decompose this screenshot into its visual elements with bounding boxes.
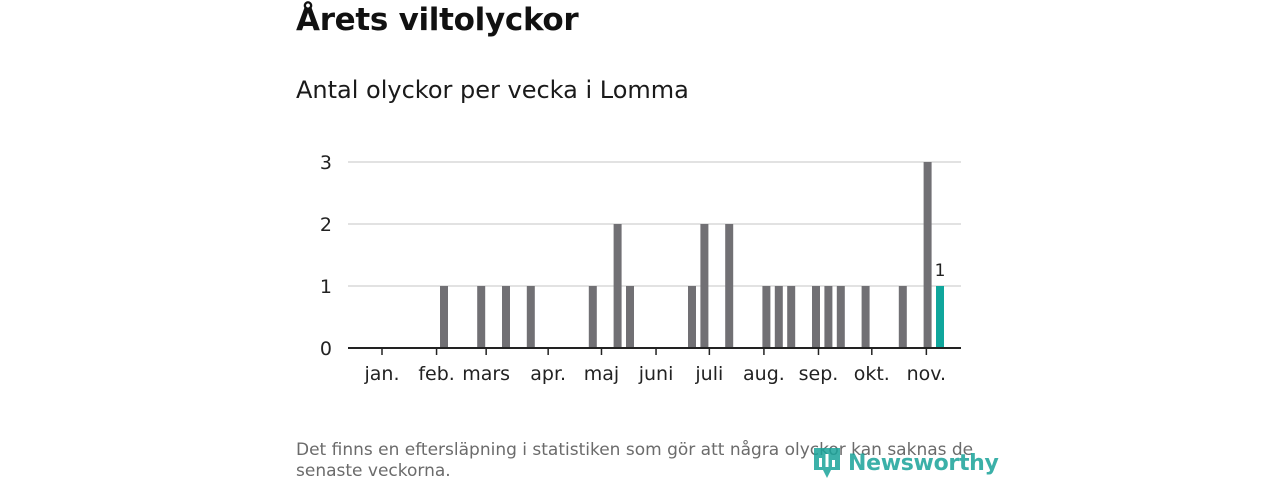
- bar-chart: 0 1 2 3 jan. feb. mars apr. maj juni juli aug. sep.…: [320, 152, 961, 385]
- chart-subtitle: Antal olyckor per vecka i Lomma: [296, 76, 689, 104]
- bar-highlight: [936, 286, 944, 348]
- x-tick-label: okt.: [854, 363, 890, 385]
- x-tick-label: sep.: [799, 363, 839, 385]
- bar: [725, 224, 734, 348]
- bars: [440, 162, 944, 348]
- gridlines: [348, 161, 961, 287]
- bar: [688, 286, 696, 348]
- footnote: Det finns en eftersläpning i statistiken…: [296, 440, 974, 481]
- bar: [861, 286, 870, 348]
- x-tick-label: aug.: [743, 363, 785, 385]
- data-label: 1: [935, 261, 946, 281]
- bar: [526, 286, 535, 348]
- bar: [836, 286, 845, 348]
- x-tick-label: apr.: [530, 363, 566, 385]
- x-tick-label: juli: [694, 363, 723, 385]
- y-tick-label: 0: [320, 338, 332, 360]
- y-axis-ticks: 0 1 2 3: [320, 152, 332, 360]
- bar: [613, 224, 622, 348]
- x-tick-label: maj: [584, 363, 619, 385]
- bar: [812, 286, 820, 348]
- x-axis: jan. feb. mars apr. maj juni juli aug. sep. okt. n…: [348, 347, 961, 385]
- bar: [588, 286, 597, 348]
- x-tick-label: juni: [638, 363, 674, 385]
- bar: [502, 286, 510, 348]
- x-tick-label: mars: [462, 363, 510, 385]
- bar: [774, 286, 783, 348]
- bar: [787, 286, 796, 348]
- x-tick-label: nov.: [907, 363, 946, 385]
- bar: [898, 286, 907, 348]
- bar: [700, 224, 709, 348]
- x-tick-label: feb.: [418, 363, 454, 385]
- y-tick-label: 3: [320, 152, 332, 174]
- logo-text: Newsworthy: [848, 450, 999, 476]
- y-tick-label: 2: [320, 214, 332, 236]
- newsworthy-logo[interactable]: Newsworthy: [812, 446, 999, 480]
- y-tick-label: 1: [320, 276, 332, 298]
- bar: [477, 286, 486, 348]
- bar: [762, 286, 771, 348]
- x-tick-label: jan.: [363, 363, 399, 385]
- bar: [626, 286, 634, 348]
- newsworthy-logo-icon: [814, 448, 840, 478]
- data-labels: 1: [935, 261, 946, 281]
- bar: [440, 286, 448, 348]
- chart-title: Årets viltolyckor: [296, 2, 579, 38]
- bar: [923, 162, 932, 348]
- bar: [824, 286, 833, 348]
